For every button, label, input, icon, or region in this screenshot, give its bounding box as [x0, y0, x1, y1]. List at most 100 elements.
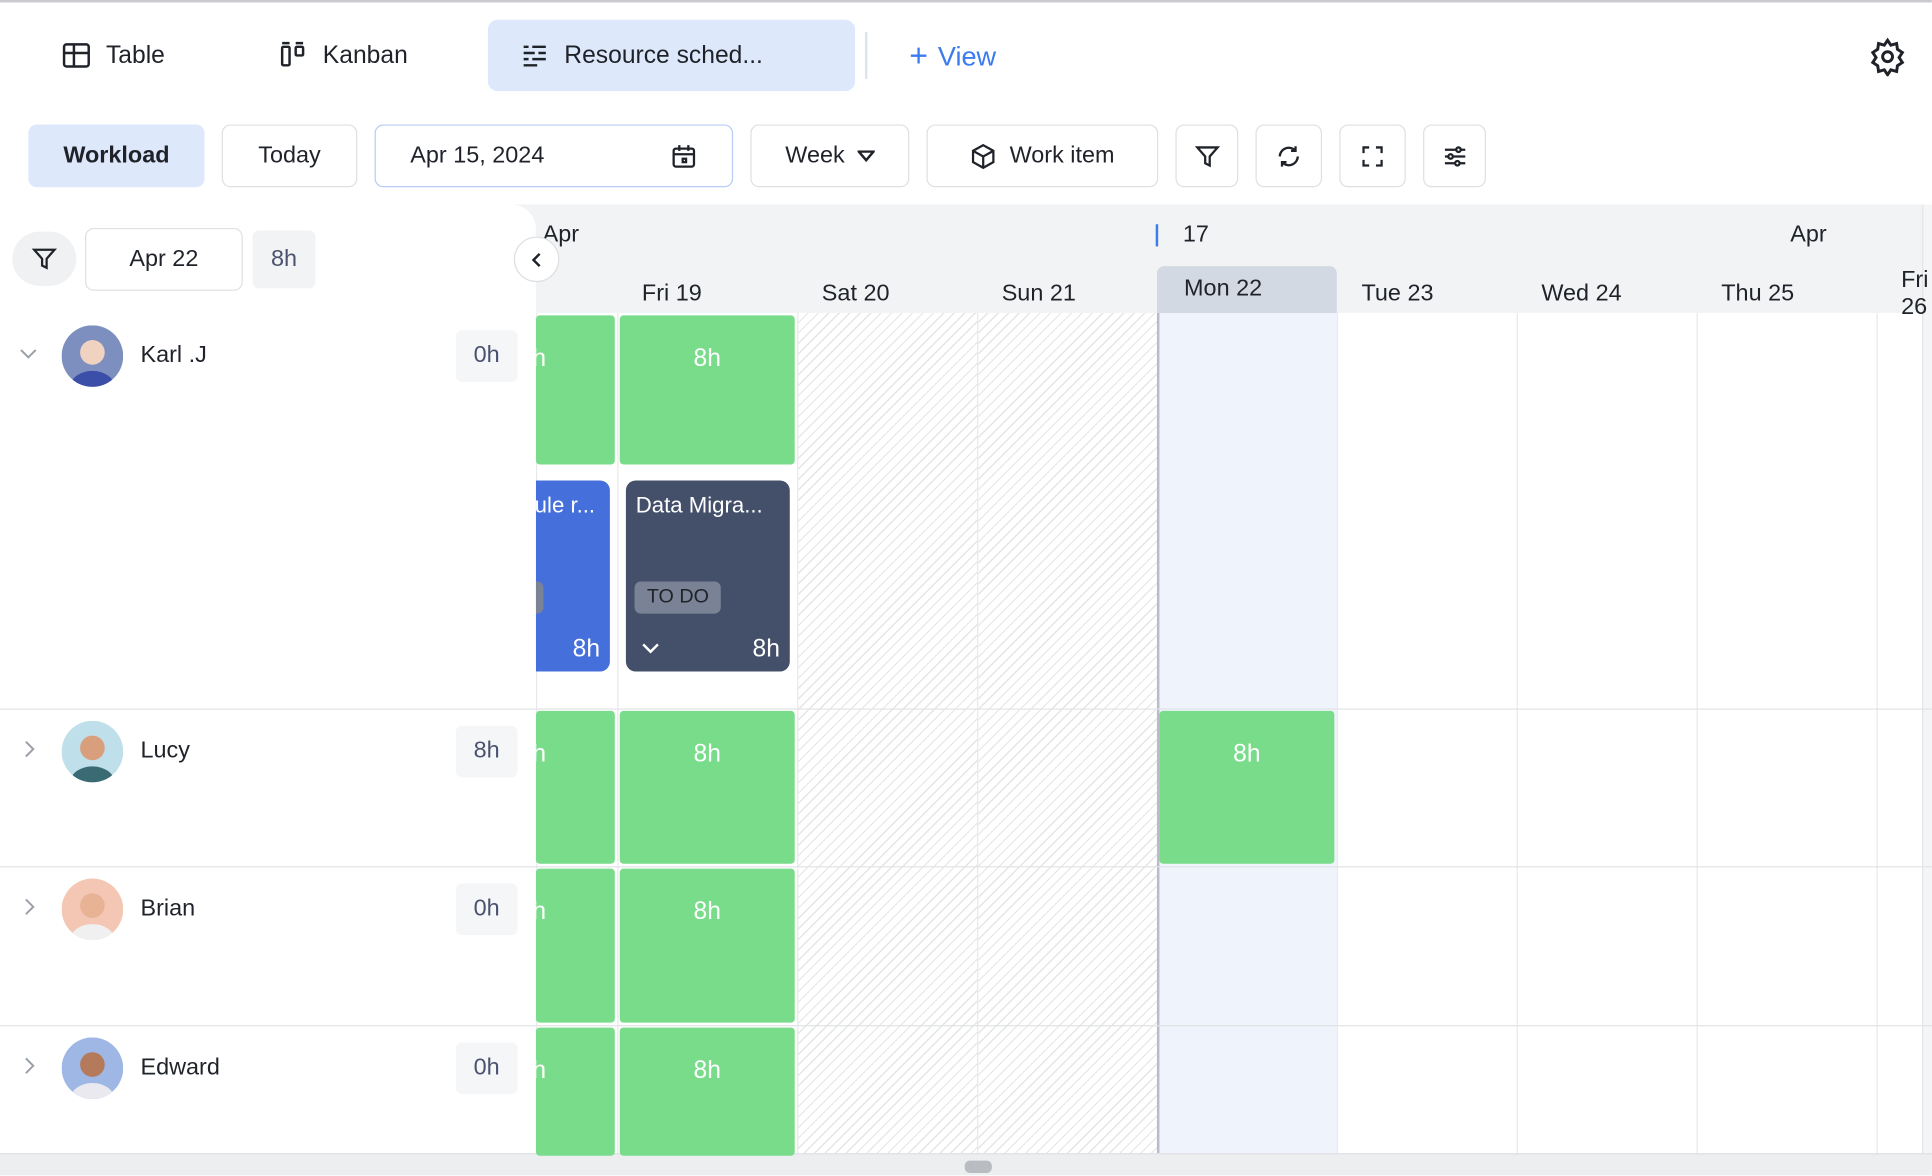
day-column: [1696, 312, 1877, 1154]
add-view-button[interactable]: + View: [909, 37, 996, 75]
resource-hours: 0h: [455, 1042, 518, 1095]
work-item-label: Work item: [1009, 142, 1115, 169]
day-header: Fri 26: [1901, 267, 1929, 321]
vertical-scrollbar[interactable]: [1922, 204, 1932, 1154]
selected-date-hours: 8h: [252, 230, 316, 289]
workload-button[interactable]: Workload: [28, 124, 205, 188]
resource-hours: 0h: [455, 330, 518, 382]
task-card[interactable]: Schedule r... 8h: [535, 480, 610, 672]
fullscreen-button[interactable]: [1339, 124, 1406, 188]
resource-name: Lucy: [140, 738, 190, 764]
day-header-today: Mon 22: [1156, 266, 1337, 313]
day-column: [617, 312, 797, 1154]
caret-down-icon: [857, 149, 875, 162]
collapse-panel-button[interactable]: [513, 236, 560, 283]
chevron-right-icon[interactable]: [17, 896, 39, 918]
row-divider: [0, 866, 1932, 868]
scrollbar-thumb[interactable]: [964, 1160, 992, 1173]
avatar: [61, 325, 124, 387]
cube-icon: [972, 143, 996, 169]
task-title: Schedule r...: [536, 492, 596, 518]
selected-date[interactable]: Apr 22: [85, 227, 243, 291]
availability-bar[interactable]: 8h: [535, 1027, 615, 1156]
row-divider: [0, 708, 1932, 710]
day-column: [797, 312, 978, 1154]
resource-row[interactable]: Edward 0h: [0, 1025, 536, 1153]
fullscreen-icon: [1362, 145, 1383, 167]
resource-filter-button[interactable]: [12, 231, 77, 286]
work-item-button[interactable]: Work item: [926, 124, 1159, 188]
date-picker[interactable]: Apr 15, 2024: [374, 124, 734, 188]
task-hours: 8h: [752, 635, 780, 663]
availability-bar[interactable]: 8h: [1159, 710, 1335, 864]
availability-bar[interactable]: 8h: [619, 1027, 795, 1156]
calendar-icon: [672, 144, 696, 168]
settings-sliders-button[interactable]: [1423, 124, 1486, 188]
day-header: Sat 20: [821, 280, 890, 307]
avatar: [61, 720, 124, 783]
availability-bar[interactable]: 8h: [535, 315, 615, 465]
filter-icon: [31, 248, 58, 270]
filter-icon: [1194, 145, 1220, 167]
avatar: [61, 1037, 124, 1100]
today-week-marker: [1155, 224, 1159, 247]
chevron-down-icon[interactable]: [17, 343, 39, 365]
day-header: Sun 21: [1001, 280, 1076, 307]
row-divider: [0, 1153, 1932, 1155]
availability-bar[interactable]: 8h: [535, 868, 615, 1023]
sliders-icon: [1444, 145, 1465, 167]
week-label: 17: [1182, 221, 1209, 248]
availability-bar[interactable]: 8h: [619, 710, 795, 864]
status-badge-clipped: [535, 581, 544, 614]
day-header: Wed 24: [1541, 280, 1622, 307]
month-label: Apr: [1790, 221, 1827, 248]
top-border: [0, 0, 1932, 3]
availability-bar[interactable]: 8h: [619, 315, 795, 465]
task-hours: 8h: [572, 635, 601, 663]
chevron-left-icon: [531, 252, 540, 267]
resource-row[interactable]: Lucy 8h: [0, 708, 536, 866]
availability-bar[interactable]: 8h: [535, 710, 615, 864]
table-icon: [62, 43, 90, 68]
plus-icon: +: [909, 36, 929, 74]
tab-table[interactable]: Table: [30, 20, 197, 91]
day-header: Tue 23: [1361, 280, 1434, 307]
range-value: Week: [785, 142, 845, 169]
date-value: Apr 15, 2024: [410, 142, 545, 169]
tab-label: Resource sched...: [564, 41, 763, 69]
resource-hours: 0h: [455, 883, 518, 936]
resource-hours: 8h: [455, 725, 518, 778]
tab-divider: [864, 32, 868, 79]
add-view-label: View: [937, 40, 997, 71]
resource-row[interactable]: Brian 0h: [0, 866, 536, 1025]
refresh-button[interactable]: [1255, 124, 1323, 188]
availability-bar[interactable]: 8h: [619, 868, 795, 1023]
tab-kanban[interactable]: Kanban: [246, 20, 439, 91]
day-header: Fri 19: [641, 280, 702, 307]
tab-label: Kanban: [322, 41, 408, 69]
chevron-right-icon[interactable]: [17, 1055, 39, 1077]
gear-icon[interactable]: [1868, 37, 1907, 77]
tab-label: Table: [105, 41, 165, 69]
task-title: Data Migra...: [635, 492, 763, 518]
day-column: [1516, 312, 1697, 1154]
today-button[interactable]: Today: [221, 124, 358, 188]
day-column: [1876, 312, 1931, 1154]
range-select[interactable]: Week: [750, 124, 910, 188]
tab-resource-schedule[interactable]: Resource sched...: [487, 19, 856, 92]
filter-button[interactable]: [1175, 124, 1239, 188]
chevron-right-icon[interactable]: [17, 738, 39, 760]
refresh-icon: [1278, 145, 1299, 167]
resource-name: Edward: [140, 1054, 220, 1081]
row-divider: [0, 1025, 1932, 1027]
avatar: [61, 878, 124, 941]
chevron-down-icon[interactable]: [641, 636, 661, 662]
resource-name: Karl .J: [140, 342, 207, 369]
resource-row[interactable]: Karl .J 0h: [0, 313, 536, 709]
day-column: [977, 312, 1157, 1154]
kanban-icon: [280, 41, 305, 67]
day-column: [1336, 312, 1517, 1154]
resource-schedule-icon: [523, 45, 546, 67]
task-card[interactable]: Data Migra... TO DO 8h: [625, 480, 790, 672]
